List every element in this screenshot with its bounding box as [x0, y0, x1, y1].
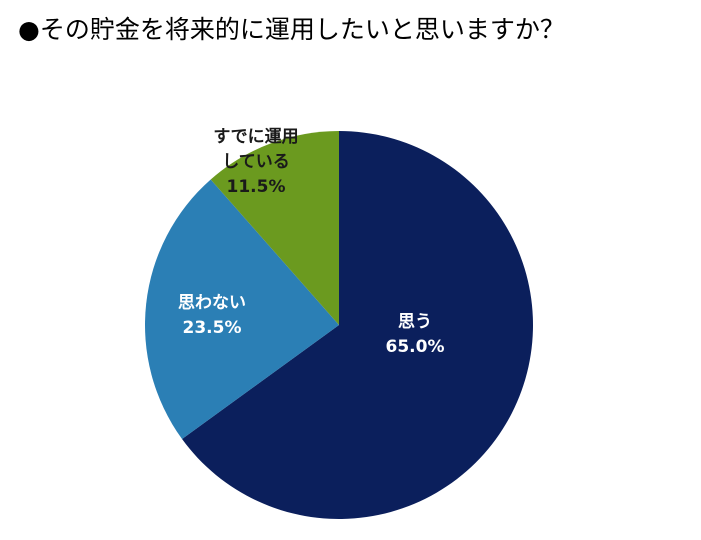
slice-value-label: 11.5% — [227, 177, 286, 197]
pie-slice — [210, 131, 339, 325]
slice-value-label: 23.5% — [183, 318, 242, 338]
slice-value-label: 65.0% — [386, 337, 445, 357]
slice-name-label: している — [222, 152, 290, 172]
slice-name-label: 思う — [398, 312, 432, 332]
pie-slice — [182, 131, 533, 519]
pie-slice — [145, 179, 339, 440]
slice-name-label: すでに運用 — [213, 127, 298, 147]
pie-slices — [145, 131, 533, 519]
slice-name-label: 思わない — [178, 293, 246, 313]
chart-title: ●その貯金を将来的に運用したいと思いますか？ — [18, 15, 565, 44]
